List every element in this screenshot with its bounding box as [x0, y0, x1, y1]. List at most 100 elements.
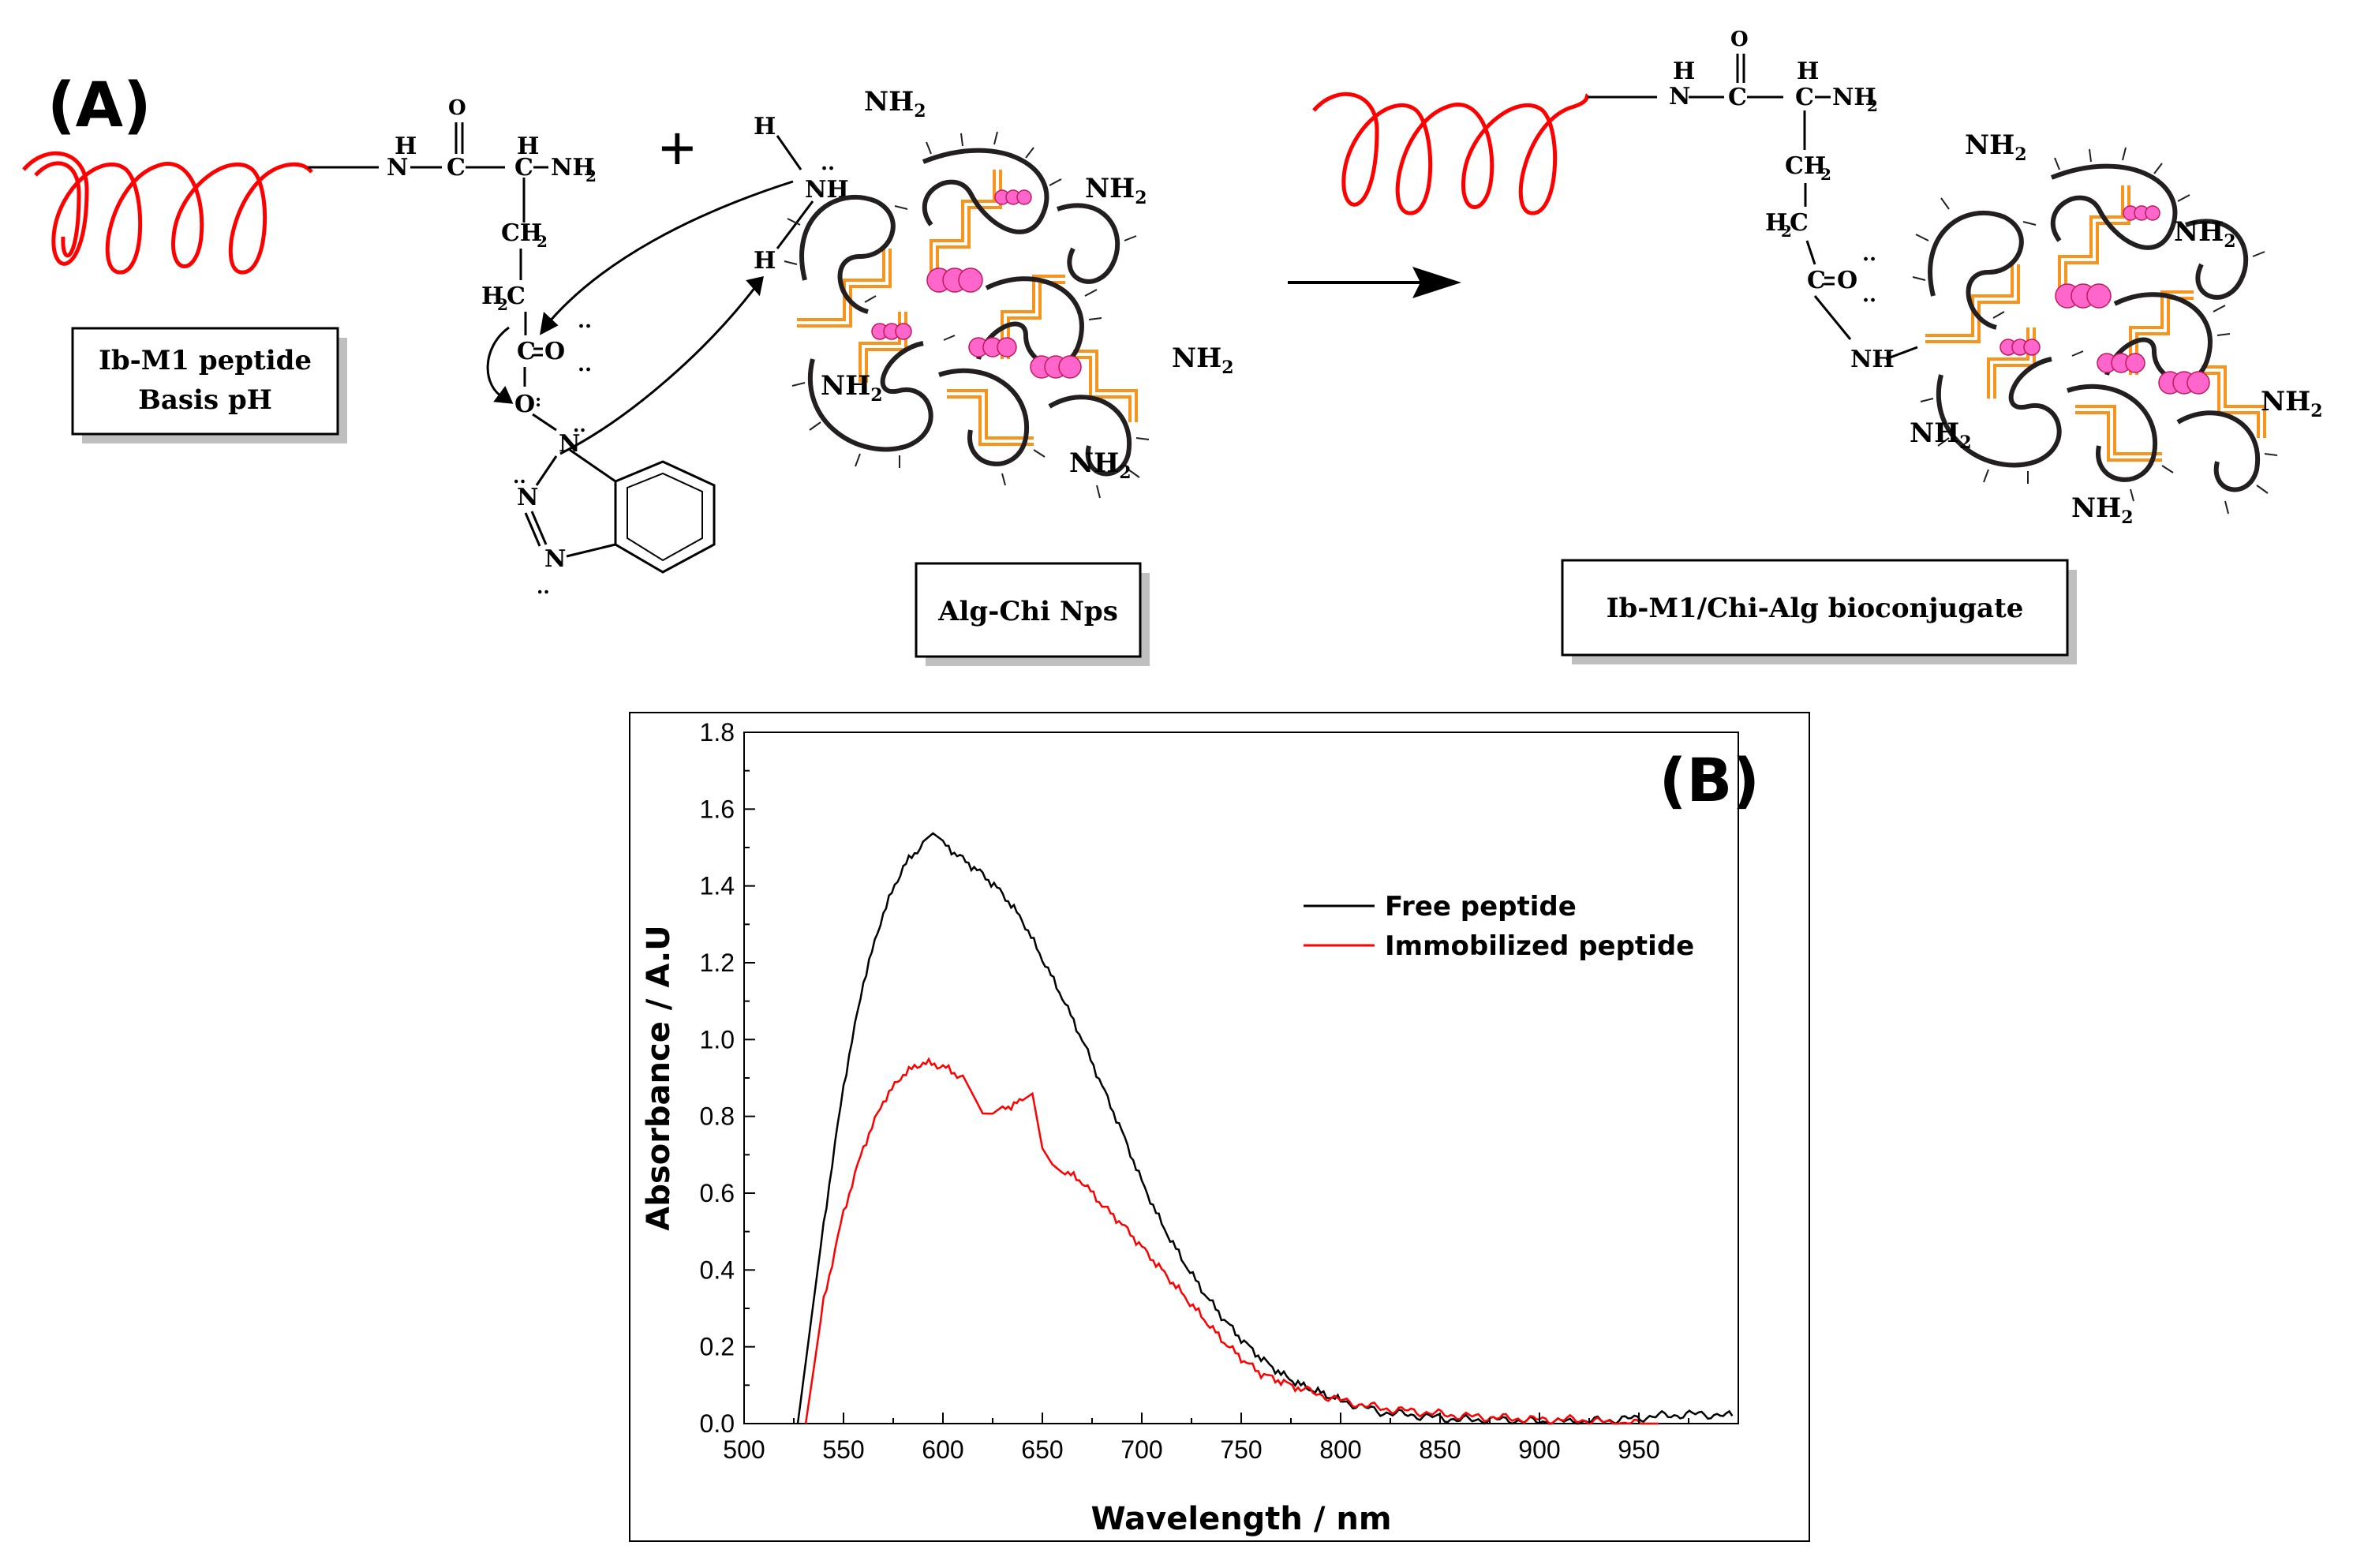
reaction-arrow-icon	[1288, 267, 1461, 298]
svg-text:2: 2	[537, 232, 548, 251]
svg-text:NH: NH	[551, 154, 595, 181]
y-tick-label: 0.4	[700, 1256, 735, 1284]
svg-text:C: C	[514, 154, 533, 181]
svg-text:H: H	[1765, 209, 1787, 237]
svg-text:C: C	[507, 283, 526, 310]
activated-peptide-structure: H N C O H C NH 2 CH 2 H 2 C C O .. .. O …	[387, 96, 716, 598]
absorbance-chart: 500 550 600 650 700 750 800 850 900 950 0.0 0.2 0.4 0…	[629, 712, 1810, 1542]
x-tick-label: 850	[1419, 1435, 1461, 1464]
np1-amine-sub-3: 2	[1221, 357, 1233, 378]
y-tick-label: 0.2	[700, 1333, 735, 1361]
np2-amine-sub-1: 2	[2014, 144, 2026, 165]
x-tick-label: 500	[723, 1435, 765, 1464]
panel-b-label: (B)	[1659, 745, 1760, 815]
svg-text:CH: CH	[501, 219, 542, 247]
svg-text:H: H	[1797, 58, 1819, 85]
x-tick-label: 650	[1021, 1435, 1063, 1464]
product-box-text: Ib-M1/Chi-Alg bioconjugate	[1607, 593, 2024, 624]
y-tick-label: 1.4	[700, 872, 735, 900]
np1-amine-label-4: NH	[821, 370, 870, 402]
np2-amine-sub-4: 2	[1959, 432, 1971, 453]
series-layer	[796, 832, 1734, 1425]
svg-text:NH2: NH2	[1085, 173, 1147, 208]
svg-text:..: ..	[821, 152, 835, 175]
chart-legend: Free peptide Immobilized peptide	[1304, 891, 1694, 962]
legend-label-free: Free peptide	[1385, 891, 1577, 922]
svg-text:C: C	[447, 154, 466, 181]
np2-amine-label-4: NH	[1910, 417, 1959, 449]
svg-text:NH2: NH2	[2261, 386, 2323, 421]
np1-amine-sub-4: 2	[870, 385, 882, 406]
svg-text:NH2: NH2	[2174, 216, 2236, 252]
np2-amine-label-2: NH	[2174, 216, 2224, 248]
svg-text:2: 2	[1781, 222, 1792, 241]
svg-text:..: ..	[1862, 283, 1876, 307]
np1-amine-label-1: NH	[864, 86, 914, 118]
np2-amine-label-1: NH	[1965, 129, 2014, 161]
peptide-label-box: Ib-M1 peptide Basis pH	[71, 327, 347, 443]
amine-attack-group: H .. NH H	[754, 113, 849, 275]
legend-label-immobilized: Immobilized peptide	[1385, 930, 1694, 962]
y-tick-label: 0.8	[700, 1102, 735, 1131]
svg-text:O: O	[544, 338, 565, 365]
y-tick-label: 0.6	[700, 1179, 735, 1207]
svg-text:N: N	[387, 154, 408, 181]
x-tick-label: 750	[1220, 1435, 1262, 1464]
y-tick-label: 0.0	[700, 1409, 735, 1438]
x-tick-label: 700	[1120, 1435, 1162, 1464]
svg-text:H: H	[1673, 58, 1695, 85]
peptide-box-line1: Ib-M1 peptide	[99, 345, 312, 376]
svg-text:O: O	[514, 391, 535, 418]
series-line-immobilized-peptide	[804, 1057, 1659, 1425]
axis-layer: 500 550 600 650 700 750 800 850 900 950 0.0 0.2 0.4 0…	[700, 718, 1689, 1464]
np1-amine-sub-2: 2	[1135, 188, 1147, 208]
x-tick-label: 600	[922, 1435, 963, 1464]
svg-text:C: C	[1807, 267, 1826, 294]
svg-text:H: H	[481, 283, 503, 310]
svg-text:H: H	[395, 133, 417, 160]
svg-text:N: N	[544, 545, 566, 573]
np1-amine-sub-1: 2	[914, 101, 926, 122]
svg-text:C: C	[517, 338, 536, 365]
y-axis-label: Absorbance / A.U	[641, 925, 677, 1230]
np1-amine-label-5: NH	[1069, 447, 1119, 479]
peptide-helix-icon	[22, 151, 313, 275]
y-tick-label: 1.2	[700, 949, 735, 977]
nps-box-text: Alg-Chi Nps	[937, 596, 1118, 627]
svg-text:N: N	[1669, 83, 1690, 110]
svg-text:..: ..	[573, 414, 586, 436]
svg-text:NH2: NH2	[1965, 129, 2027, 165]
x-tick-label: 950	[1618, 1435, 1659, 1464]
x-tick-label: 900	[1518, 1435, 1560, 1464]
svg-text:..: ..	[513, 465, 526, 488]
y-tick-label: 1.0	[700, 1025, 735, 1053]
svg-text:2: 2	[1867, 96, 1878, 115]
np1-amine-sub-5: 2	[1119, 462, 1131, 483]
np2-amine-sub-3: 2	[2310, 401, 2322, 421]
svg-text:NH2: NH2	[821, 370, 883, 406]
reaction-arrows	[486, 180, 794, 455]
svg-text:2: 2	[1820, 165, 1831, 184]
peptide-box-line2: Basis pH	[138, 384, 272, 416]
svg-text::: :	[535, 391, 541, 411]
svg-text:C: C	[1790, 209, 1809, 237]
svg-text:2: 2	[497, 295, 508, 314]
chart-outer-frame	[629, 712, 1810, 1542]
x-tick-label: 800	[1319, 1435, 1361, 1464]
plus-sign: +	[659, 113, 696, 183]
svg-text:O: O	[1730, 28, 1749, 51]
product-peptide-helix-icon	[1312, 92, 1590, 215]
svg-text:..: ..	[1862, 242, 1876, 266]
x-tick-label: 550	[822, 1435, 864, 1464]
svg-text:NH2: NH2	[1910, 417, 1972, 453]
x-axis-label: Wavelength / nm	[1090, 1501, 1391, 1537]
series-line-free-peptide	[796, 832, 1734, 1425]
np2-amine-label-5: NH	[2071, 492, 2121, 524]
svg-text:NH2: NH2	[1172, 342, 1234, 378]
svg-text:O: O	[448, 96, 466, 120]
svg-text:CH: CH	[1785, 152, 1826, 180]
svg-text:C: C	[1795, 84, 1814, 111]
svg-text:NH: NH	[1832, 84, 1876, 111]
